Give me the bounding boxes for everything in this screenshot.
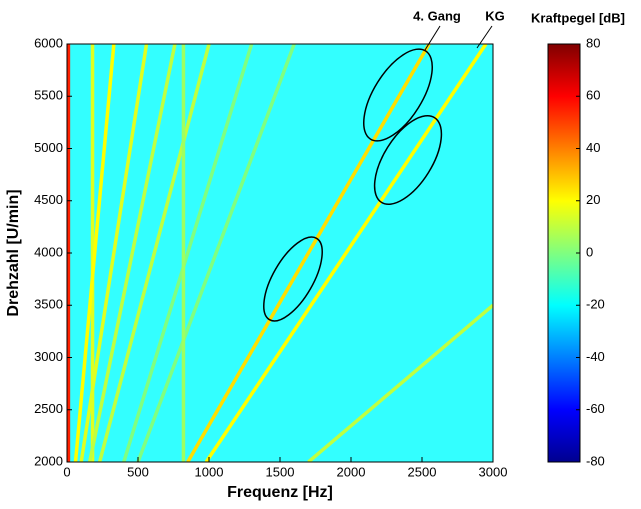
annotation: KG: [485, 8, 505, 23]
y-tick-label: 2500: [34, 401, 63, 416]
x-tick-label: 2500: [408, 464, 437, 479]
ellipse: [263, 236, 323, 322]
y-tick-label: 3000: [34, 349, 63, 364]
colorbar-tick-label: -40: [586, 349, 605, 364]
x-tick-label: 500: [127, 464, 149, 479]
ridge: [97, 44, 211, 462]
colorbar-tick-label: -80: [586, 453, 605, 468]
ridge: [136, 44, 296, 462]
annotation: 4. Gang: [413, 8, 461, 23]
y-tick-label: 6000: [34, 35, 63, 50]
colorbar-tick-label: 40: [586, 140, 600, 155]
y-tick-label: 4500: [34, 192, 63, 207]
x-tick-label: 0: [63, 464, 70, 479]
x-tick-label: 1000: [195, 464, 224, 479]
ridge: [204, 44, 488, 462]
ridge: [88, 44, 177, 462]
ridge: [73, 44, 116, 462]
pointer: [476, 25, 493, 49]
y-tick-label: 4000: [34, 244, 63, 259]
colorbar-tick-label: -20: [586, 297, 605, 312]
x-tick-label: 1500: [266, 464, 295, 479]
ridge: [122, 44, 254, 462]
colorbar-tick-label: 0: [586, 244, 593, 259]
ellipse: [373, 114, 443, 206]
x-tick-label: 2000: [337, 464, 366, 479]
x-tick-label: 3000: [479, 464, 508, 479]
y-tick-label: 3500: [34, 297, 63, 312]
heatmap-background: [67, 44, 493, 462]
y-tick-label: 2000: [34, 453, 63, 468]
x-axis-label: Frequenz [Hz]: [227, 484, 333, 501]
colorbar-tick-label: -60: [586, 401, 605, 416]
ridge: [186, 44, 431, 462]
colorbar-tick-label: 80: [586, 35, 600, 50]
colorbar-label: Kraftpegel [dB]: [531, 10, 625, 25]
colorbar-tick-label: 60: [586, 88, 600, 103]
colorbar: [547, 43, 581, 463]
colorbar-tick-label: 20: [586, 192, 600, 207]
plot-area: [67, 44, 493, 462]
y-tick-label: 5500: [34, 88, 63, 103]
y-tick-label: 5000: [34, 140, 63, 155]
ridge: [307, 303, 493, 462]
pointer: [424, 25, 441, 51]
ellipse: [362, 48, 434, 142]
ridge: [79, 44, 149, 462]
y-axis-label: Drehzahl [U/min]: [5, 189, 22, 316]
